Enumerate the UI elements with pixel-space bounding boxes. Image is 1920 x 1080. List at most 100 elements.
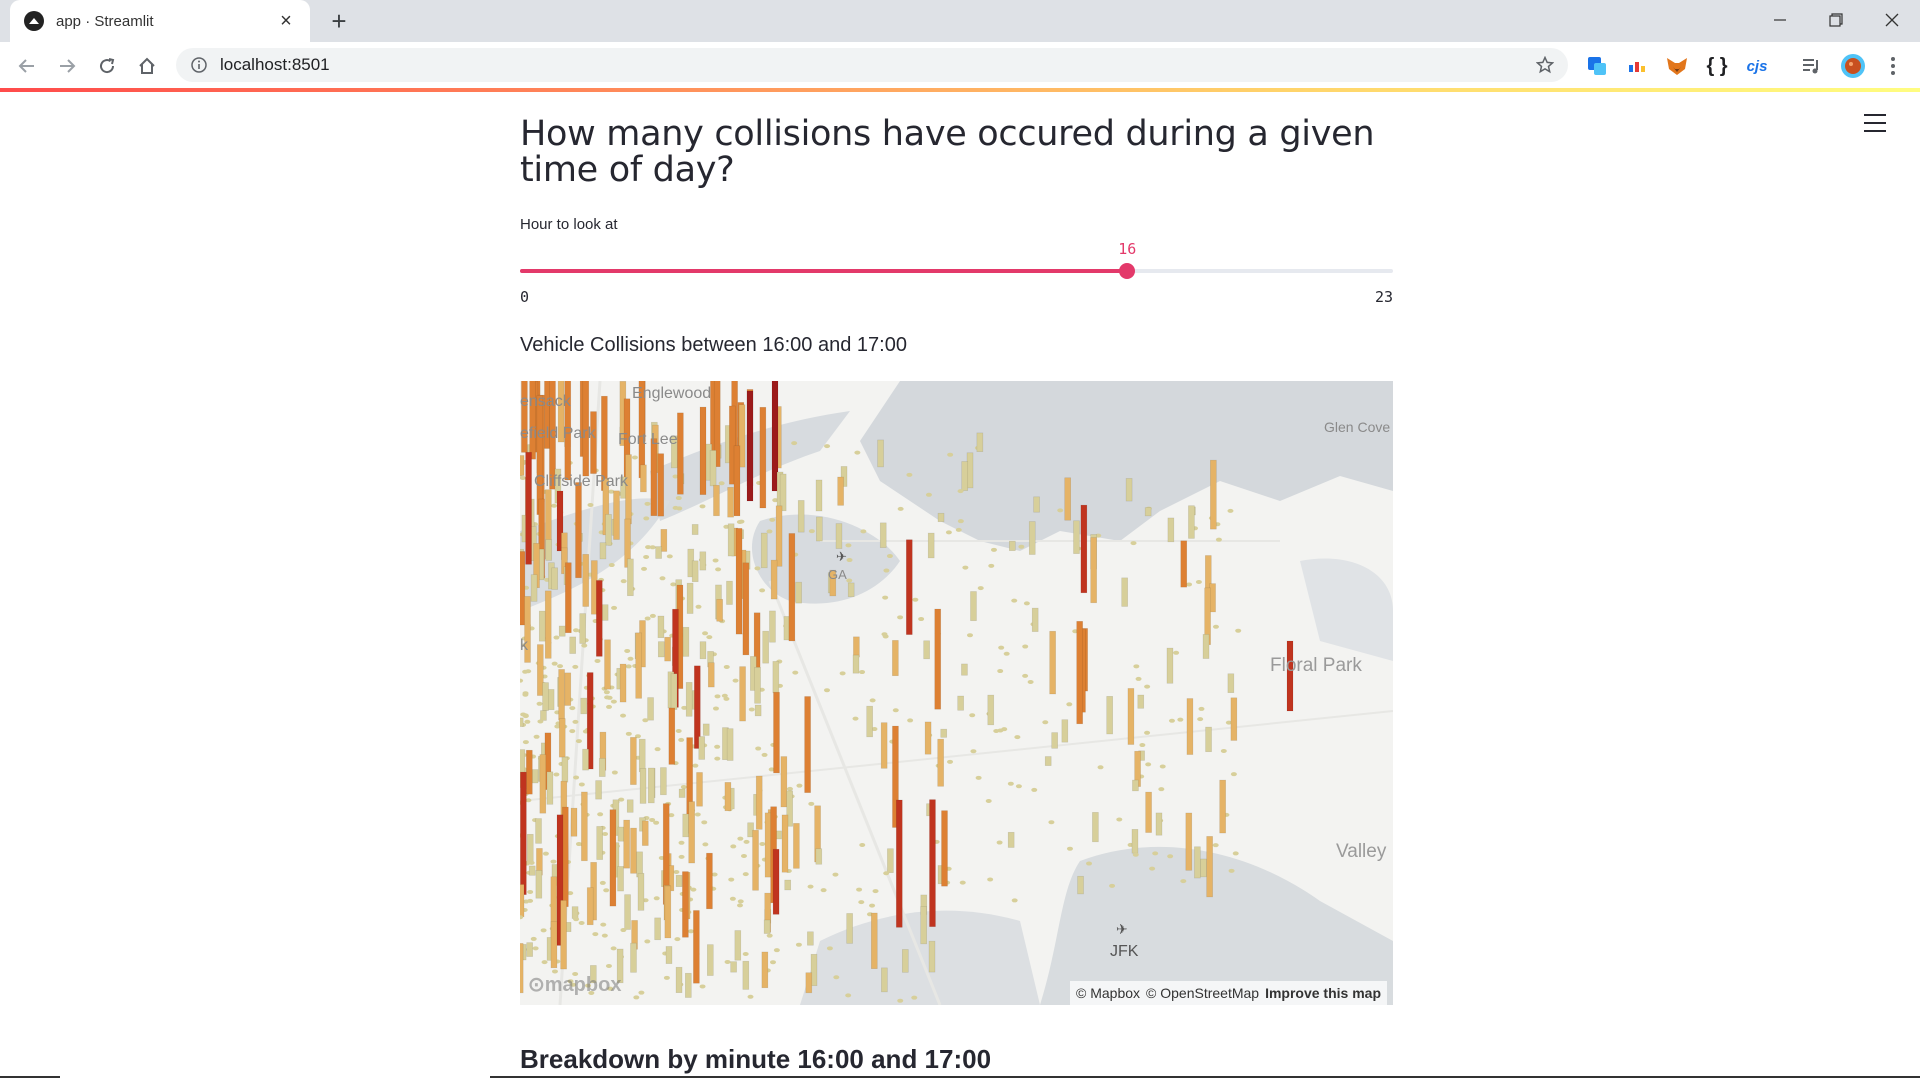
hex-column xyxy=(638,738,646,773)
hex-cell xyxy=(620,579,627,584)
hex-column xyxy=(557,381,565,443)
back-arrow-icon[interactable] xyxy=(14,53,40,79)
slider-label: Hour to look at xyxy=(520,216,618,233)
media-control-icon[interactable] xyxy=(1799,53,1825,79)
browser-tab[interactable]: app · Streamlit × xyxy=(10,0,310,42)
hex-column xyxy=(535,869,543,899)
new-tab-icon[interactable]: + xyxy=(331,6,347,36)
hex-column xyxy=(1202,634,1210,659)
hex-cell xyxy=(1220,748,1227,753)
hex-cell xyxy=(977,586,984,591)
hex-cell xyxy=(724,959,731,964)
hex-column xyxy=(760,532,768,569)
hex-cell xyxy=(610,699,617,704)
hex-column xyxy=(699,406,707,495)
hex-cell xyxy=(742,872,749,877)
site-info-icon[interactable] xyxy=(190,56,208,74)
hex-cell xyxy=(611,770,618,775)
hex-column xyxy=(730,961,737,973)
hex-column xyxy=(734,930,742,961)
restore-icon[interactable] xyxy=(1808,0,1864,40)
translate-icon[interactable] xyxy=(1584,53,1610,79)
menu-dots-icon[interactable] xyxy=(1880,53,1906,79)
hex-cell xyxy=(1048,820,1055,825)
hamburger-menu-icon[interactable] xyxy=(1864,114,1886,132)
json-braces-icon[interactable]: { } xyxy=(1706,54,1728,77)
map-title: Vehicle Collisions between 16:00 and 17:… xyxy=(520,334,907,356)
hex-column xyxy=(928,940,936,973)
reload-icon[interactable] xyxy=(94,53,120,79)
hex-cell xyxy=(871,727,878,732)
hex-column xyxy=(1210,459,1217,530)
hex-column xyxy=(664,885,672,939)
hex-cell xyxy=(643,554,650,559)
close-tab-icon[interactable]: × xyxy=(280,10,292,32)
hex-cell xyxy=(1011,598,1018,603)
hex-cell xyxy=(820,888,827,893)
hex-column xyxy=(545,539,553,561)
hex-column xyxy=(613,490,620,540)
hex-column xyxy=(1061,719,1069,743)
hex-column xyxy=(1144,507,1152,517)
hex-column xyxy=(880,722,888,769)
hex-cell xyxy=(755,746,762,751)
hex-column xyxy=(630,737,637,785)
hex-cell xyxy=(957,519,964,524)
hex-cell xyxy=(966,633,973,638)
hex-column xyxy=(747,822,754,838)
hex-cell xyxy=(624,648,631,653)
attribution-osm-link[interactable]: © OpenStreetMap xyxy=(1146,985,1260,1001)
hex-cell xyxy=(520,475,526,480)
metamask-fox-icon[interactable] xyxy=(1664,53,1690,79)
hex-column xyxy=(1028,521,1036,555)
hex-cell xyxy=(854,450,861,455)
collision-map[interactable]: ensack Englewood efield Park Fort Lee Cl… xyxy=(520,381,1393,1005)
close-window-icon[interactable] xyxy=(1864,0,1920,40)
hex-column xyxy=(742,562,750,656)
hex-cell xyxy=(955,527,962,532)
minimize-icon[interactable] xyxy=(1752,0,1808,40)
hex-column xyxy=(550,921,558,969)
hex-cell xyxy=(551,969,558,974)
color-picker-icon[interactable] xyxy=(1624,53,1650,79)
hex-cell xyxy=(1066,846,1073,851)
hex-column xyxy=(546,771,554,805)
hex-column xyxy=(535,818,542,844)
attribution-mapbox-link[interactable]: © Mapbox xyxy=(1076,985,1141,1001)
profile-avatar-icon[interactable] xyxy=(1840,53,1866,79)
hex-column xyxy=(627,558,634,597)
mapbox-logo[interactable]: ⊙mapbox xyxy=(528,974,622,996)
bookmark-star-icon[interactable] xyxy=(1534,54,1556,76)
home-icon[interactable] xyxy=(134,53,160,79)
hex-column xyxy=(764,812,772,878)
slider-thumb[interactable] xyxy=(1119,263,1136,279)
hex-cell xyxy=(846,558,853,563)
hex-column xyxy=(599,542,607,560)
forward-arrow-icon[interactable] xyxy=(54,53,80,79)
hex-column xyxy=(775,505,783,567)
hex-column xyxy=(590,965,597,984)
hex-column xyxy=(698,736,706,760)
hex-cell xyxy=(694,812,701,817)
hex-cell xyxy=(674,937,681,942)
hex-cell xyxy=(1022,644,1029,649)
hex-cell xyxy=(1086,861,1093,866)
hex-cell xyxy=(542,851,549,856)
improve-map-link[interactable]: Improve this map xyxy=(1265,985,1381,1001)
hex-column xyxy=(853,636,860,658)
hour-slider[interactable] xyxy=(520,263,1393,279)
hex-cell xyxy=(522,692,529,697)
hex-cell xyxy=(962,565,969,570)
hex-cell xyxy=(723,664,730,669)
address-bar[interactable]: localhost:8501 xyxy=(176,48,1568,82)
hex-column xyxy=(547,689,555,711)
hex-cell xyxy=(823,688,830,693)
cjs-icon[interactable]: cjs xyxy=(1746,57,1768,75)
hex-cell xyxy=(578,920,585,925)
hex-cell xyxy=(533,734,540,739)
hex-cell xyxy=(532,946,539,951)
hex-cell xyxy=(1177,717,1184,722)
hex-column xyxy=(530,574,538,602)
hex-cell xyxy=(845,543,852,548)
hex-column xyxy=(976,432,984,452)
